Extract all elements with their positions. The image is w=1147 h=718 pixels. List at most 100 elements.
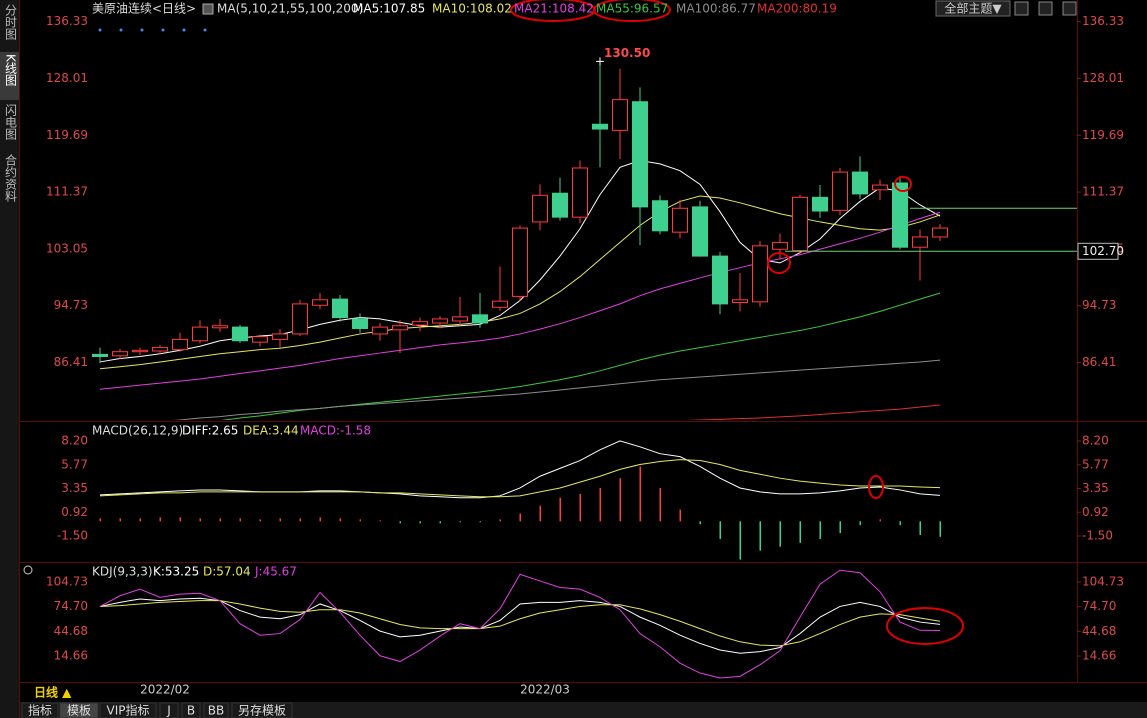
macd-bar: [779, 521, 781, 547]
sidebar-tab[interactable]: 闪电图: [4, 104, 18, 140]
macd-bar: [479, 521, 481, 523]
bottom-tab-box[interactable]: [231, 702, 293, 718]
y-tick-label: 128.01: [46, 71, 88, 85]
y-tick-label: 74.70: [54, 599, 88, 613]
price-label: 102.70: [1082, 244, 1124, 258]
macd-bar: [579, 493, 581, 522]
sidebar-tab[interactable]: 合约资料: [4, 153, 18, 202]
settings-icon[interactable]: [23, 565, 33, 575]
macd-bar: [359, 519, 361, 522]
macd-bar: [619, 478, 621, 522]
candle-body: [652, 200, 668, 232]
plot: [92, 61, 948, 420]
bottom-tab[interactable]: BB: [208, 704, 224, 718]
indicator-line: [99, 600, 941, 647]
bottom-tab[interactable]: 指标: [28, 703, 52, 718]
macd-bar: [239, 518, 241, 522]
indicator-line: [172, 359, 941, 420]
candle-body: [112, 351, 128, 357]
legend-entry: MA21:108.42: [514, 2, 594, 16]
bottom-tab-box[interactable]: [99, 702, 157, 718]
macd-bar: [499, 519, 501, 522]
candle-body: [412, 321, 428, 326]
bottom-tab[interactable]: B: [187, 704, 195, 718]
bottom-bar: [20, 702, 1147, 718]
sidebar-tab[interactable]: 分时图: [4, 4, 18, 40]
indicator-line: [99, 597, 941, 654]
macd-bar: [939, 521, 941, 537]
active-tab: [0, 52, 19, 100]
panel-title: MACD(26,12,9): [92, 424, 183, 438]
macd-bar: [399, 521, 401, 524]
panel-title: 美原油连续<日线>: [92, 1, 196, 16]
theme-button[interactable]: 全部主题▼: [944, 1, 1002, 16]
macd-bar: [559, 497, 561, 522]
y-tick-label: 103.05: [46, 241, 88, 255]
bottom-tab-box[interactable]: [181, 702, 201, 718]
macd-bar: [159, 517, 161, 522]
y-tick-label: 119.69: [46, 128, 88, 142]
candle-body: [92, 353, 108, 357]
macd-bar: [419, 521, 421, 524]
candle-body: [192, 326, 208, 342]
plot: [99, 569, 941, 679]
macd-bar: [899, 521, 901, 526]
candle-body: [212, 325, 228, 329]
indicator-line: [221, 292, 941, 420]
candle-body: [492, 300, 508, 308]
macd-bar: [639, 466, 641, 522]
candle-body: [612, 99, 628, 131]
y-tick-label: 3.35: [61, 481, 88, 495]
candle-body: [552, 192, 568, 218]
macd-bar: [919, 521, 921, 536]
macd-bar: [379, 520, 381, 522]
macd-bar: [879, 519, 881, 522]
y-tick-label: 5.77: [61, 457, 88, 471]
macd-bar: [859, 521, 861, 526]
macd-bar: [139, 518, 141, 522]
y-tick-label-right: 128.01: [1082, 71, 1124, 85]
y-tick-label: 8.20: [61, 433, 88, 447]
sidebar-tab[interactable]: K线图: [4, 54, 18, 86]
bottom-tab-box[interactable]: [159, 702, 179, 718]
candle-body: [352, 318, 368, 329]
legend-entry: MA10:108.02: [432, 2, 512, 16]
window-icons[interactable]: [1014, 1, 1077, 16]
price-label-box: [1077, 242, 1119, 260]
theme-button-box[interactable]: [935, 0, 1011, 17]
candle-body: [132, 349, 148, 353]
candle-body: [232, 326, 248, 342]
bottom-tab[interactable]: J: [166, 704, 171, 718]
bottom-tab[interactable]: 另存模板: [238, 704, 286, 718]
candle-body: [892, 182, 908, 248]
candle-body: [792, 196, 808, 252]
bottom-tab-box[interactable]: [203, 702, 229, 718]
candle-body: [632, 101, 648, 208]
candle-body: [252, 336, 268, 343]
candle-body: [452, 316, 468, 322]
candle-body: [312, 299, 328, 306]
candle-body: [572, 167, 588, 218]
legend-entry: J:45.67: [254, 565, 297, 579]
candle-body: [332, 298, 348, 319]
macd-bar: [679, 509, 681, 522]
candle-body: [392, 325, 408, 331]
bottom-tab-box[interactable]: [59, 702, 99, 718]
sidebar: [0, 0, 19, 718]
legend-entry: MA200:80.19: [757, 2, 837, 16]
legend-entry: MA100:86.77: [676, 2, 756, 16]
macd-bar: [179, 517, 181, 522]
y-tick-label-right: 119.69: [1082, 128, 1124, 142]
bottom-tab-box[interactable]: [21, 702, 59, 718]
indicator-line: [99, 211, 941, 390]
y-tick-label-right: 8.20: [1082, 433, 1109, 447]
bottom-tab[interactable]: 模板: [67, 704, 91, 718]
y-tick-label-right: 74.70: [1082, 599, 1116, 613]
period-label[interactable]: 日线 ▲: [34, 685, 72, 700]
candle-body: [592, 123, 608, 130]
bottom-tab[interactable]: VIP指标: [107, 703, 150, 718]
candle-body: [712, 255, 728, 305]
y-tick-label-right: -1.50: [1082, 528, 1113, 542]
indicator-line: [99, 569, 941, 679]
